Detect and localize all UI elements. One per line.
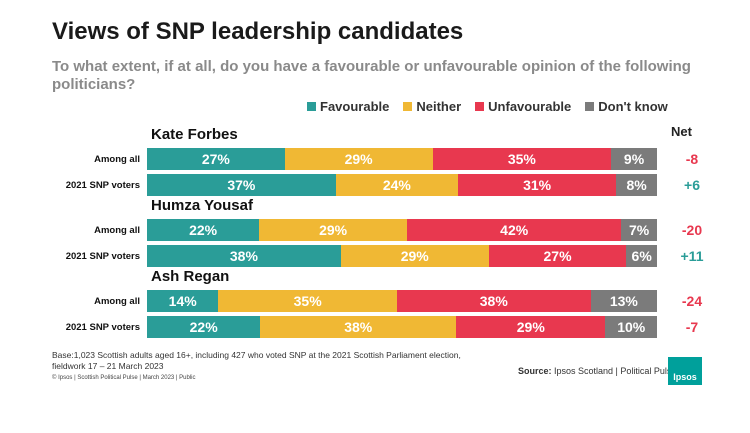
legend-label-dont-know: Don't know bbox=[598, 99, 668, 114]
net-value: -24 bbox=[681, 293, 703, 309]
bar-segment-unfavourable: 42% bbox=[407, 219, 622, 241]
row-label: Among all bbox=[94, 154, 140, 165]
legend-item-favourable: Favourable bbox=[307, 99, 389, 114]
bar-ash-regan-snp-voters: 22% 38% 29% 10% bbox=[147, 316, 657, 338]
row-label: 2021 SNP voters bbox=[65, 322, 140, 333]
bar-segment-dont-know: 6% bbox=[626, 245, 657, 267]
bar-segment-neither: 24% bbox=[335, 174, 459, 196]
legend-swatch-neither bbox=[403, 102, 413, 111]
bar-kate-forbes-snp-voters: 37% 24% 31% 8% bbox=[147, 174, 657, 196]
legend: Favourable Neither Unfavourable Don't kn… bbox=[307, 99, 668, 114]
bar-humza-yousaf-snp-voters: 38% 29% 27% 6% bbox=[147, 245, 657, 267]
row-label: 2021 SNP voters bbox=[65, 180, 140, 191]
bar-segment-dont-know: 9% bbox=[611, 148, 657, 170]
net-value: +6 bbox=[684, 177, 700, 193]
bar-segment-unfavourable: 31% bbox=[458, 174, 617, 196]
net-value: +11 bbox=[680, 248, 704, 264]
net-value: -7 bbox=[685, 319, 699, 335]
chart-title: Views of SNP leadership candidates bbox=[52, 18, 464, 45]
copyright: © Ipsos | Scottish Political Pulse | Mar… bbox=[52, 375, 196, 381]
candidate-name-kate-forbes: Kate Forbes bbox=[151, 126, 238, 143]
chart-subtitle: To what extent, if at all, do you have a… bbox=[52, 58, 691, 93]
source: Source: Ipsos Scotland | Political Pulse bbox=[518, 366, 676, 376]
candidate-name-humza-yousaf: Humza Yousaf bbox=[151, 197, 253, 214]
bar-segment-neither: 29% bbox=[284, 148, 433, 170]
bar-segment-neither: 29% bbox=[259, 219, 408, 241]
bar-kate-forbes-all: 27% 29% 35% 9% bbox=[147, 148, 657, 170]
legend-item-neither: Neither bbox=[403, 99, 461, 114]
bar-segment-dont-know: 10% bbox=[605, 316, 657, 338]
source-label: Source: bbox=[518, 366, 552, 376]
row-label: Among all bbox=[94, 296, 140, 307]
candidate-name-ash-regan: Ash Regan bbox=[151, 268, 230, 285]
bar-segment-unfavourable: 38% bbox=[396, 290, 591, 312]
bar-segment-dont-know: 7% bbox=[621, 219, 657, 241]
bar-segment-favourable: 27% bbox=[147, 148, 285, 170]
net-header: Net bbox=[671, 124, 692, 139]
bar-segment-neither: 35% bbox=[218, 290, 397, 312]
bar-humza-yousaf-all: 22% 29% 42% 7% bbox=[147, 219, 657, 241]
net-value: -20 bbox=[681, 222, 703, 238]
legend-label-neither: Neither bbox=[416, 99, 462, 114]
legend-label-unfavourable: Unfavourable bbox=[488, 99, 572, 114]
legend-swatch-dont-know bbox=[585, 102, 595, 111]
bar-segment-neither: 29% bbox=[340, 245, 489, 267]
bar-segment-neither: 38% bbox=[260, 316, 457, 338]
bar-segment-favourable: 22% bbox=[147, 316, 261, 338]
row-label: Among all bbox=[94, 225, 140, 236]
bar-segment-dont-know: 13% bbox=[590, 290, 657, 312]
legend-item-unfavourable: Unfavourable bbox=[475, 99, 571, 114]
legend-swatch-unfavourable bbox=[475, 102, 485, 111]
bar-ash-regan-all: 14% 35% 38% 13% bbox=[147, 290, 657, 312]
row-label: 2021 SNP voters bbox=[65, 251, 140, 262]
bar-segment-unfavourable: 27% bbox=[488, 245, 627, 267]
ipsos-logo: Ipsos bbox=[668, 357, 702, 385]
bar-segment-favourable: 38% bbox=[147, 245, 341, 267]
net-value: -8 bbox=[685, 151, 699, 167]
footnote: Base:1,023 Scottish adults aged 16+, inc… bbox=[52, 350, 461, 371]
source-text: Ipsos Scotland | Political Pulse bbox=[551, 366, 677, 376]
bar-segment-dont-know: 8% bbox=[616, 174, 657, 196]
bar-segment-favourable: 37% bbox=[147, 174, 336, 196]
bar-segment-unfavourable: 35% bbox=[432, 148, 612, 170]
bar-segment-unfavourable: 29% bbox=[456, 316, 606, 338]
bar-segment-favourable: 14% bbox=[147, 290, 219, 312]
legend-item-dont-know: Don't know bbox=[585, 99, 668, 114]
legend-label-favourable: Favourable bbox=[320, 99, 390, 114]
legend-swatch-favourable bbox=[307, 102, 316, 111]
bar-segment-favourable: 22% bbox=[147, 219, 260, 241]
